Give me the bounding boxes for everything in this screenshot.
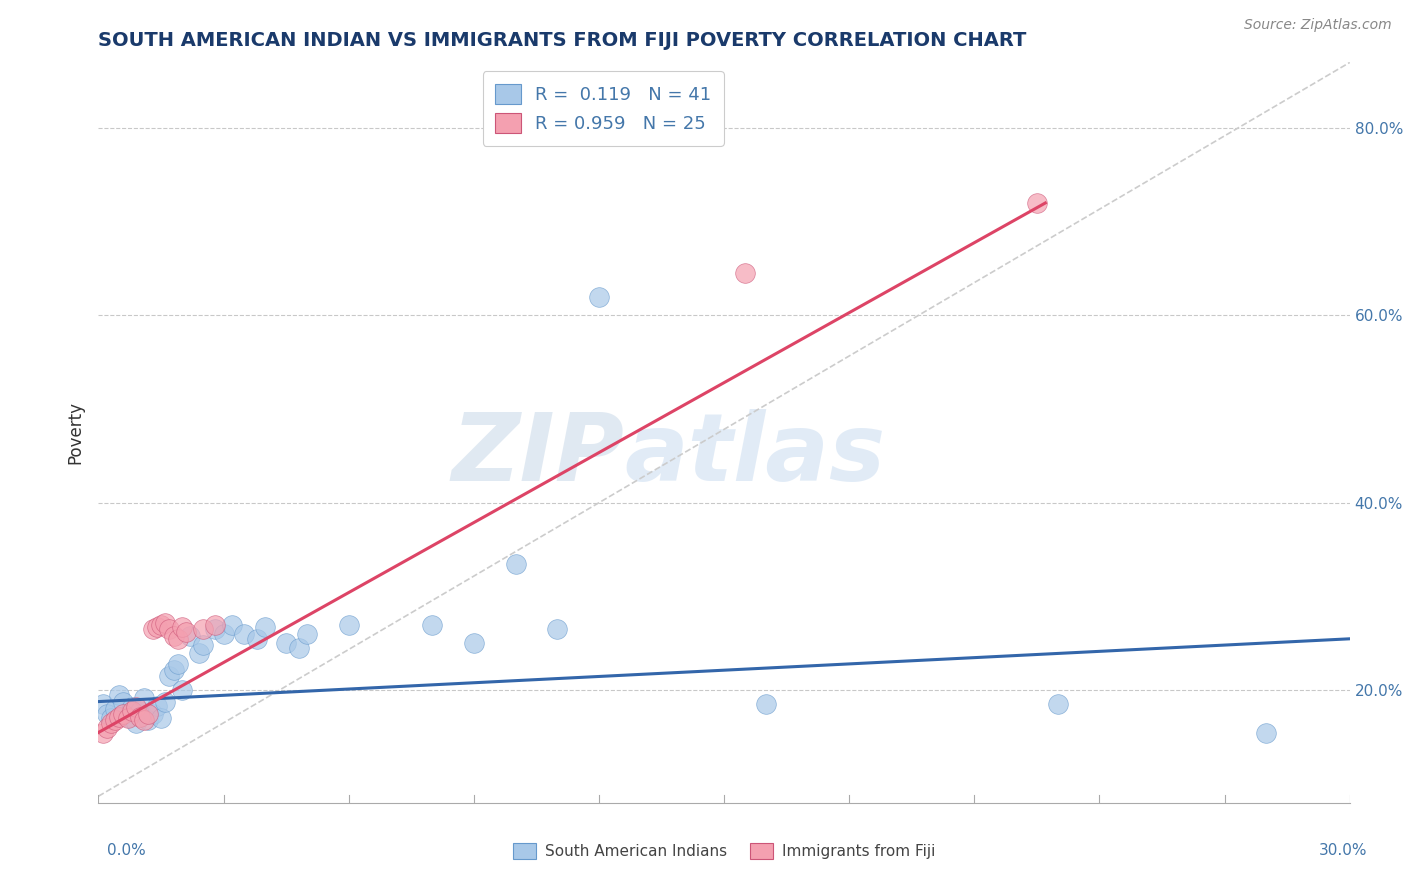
Point [150,711,173,725]
Text: ZIP: ZIP [451,409,624,500]
Point [112,706,135,721]
Text: atlas: atlas [624,409,886,500]
Point [734,266,756,280]
Point [191,623,214,637]
Point [162,629,184,643]
Point [96,721,118,735]
Point [1256,725,1278,739]
Point [100,716,122,731]
Point [179,629,201,643]
Point [187,646,209,660]
Point [166,657,188,672]
Point [153,615,176,630]
Point [204,617,226,632]
Point [96,706,118,721]
Point [138,706,160,721]
Point [233,627,256,641]
Point [91,725,114,739]
Point [134,690,156,705]
Point [191,638,214,652]
Point [100,711,122,725]
Point [212,627,235,641]
Point [150,617,173,632]
Point [254,619,277,633]
Point [1046,698,1069,712]
Point [337,617,360,632]
Point [204,623,226,637]
Text: SOUTH AMERICAN INDIAN VS IMMIGRANTS FROM FIJI POVERTY CORRELATION CHART: SOUTH AMERICAN INDIAN VS IMMIGRANTS FROM… [98,31,1026,50]
Point [588,290,610,304]
Point [505,557,527,571]
Point [287,641,309,656]
Point [104,714,127,728]
Point [138,714,160,728]
Point [170,683,193,698]
Point [129,709,152,723]
Point [117,709,139,723]
Point [125,716,148,731]
Point [463,636,485,650]
Point [146,619,169,633]
Point [146,699,169,714]
Point [121,700,143,714]
Text: 30.0%: 30.0% [1319,843,1367,858]
Point [108,688,131,702]
Point [274,636,298,650]
Point [129,704,152,718]
Point [755,698,778,712]
Point [104,702,127,716]
Point [125,700,148,714]
Point [112,695,135,709]
Point [134,714,156,728]
Point [174,625,197,640]
Point [153,695,176,709]
Point [142,623,165,637]
Point [157,669,180,683]
Point [142,706,165,721]
Text: Source: ZipAtlas.com: Source: ZipAtlas.com [1244,18,1392,32]
Point [170,619,193,633]
Point [91,698,114,712]
Point [221,617,243,632]
Point [117,711,139,725]
Point [295,627,318,641]
Point [166,632,188,646]
Point [162,663,184,677]
Point [246,632,269,646]
Point [546,623,568,637]
Point [157,623,180,637]
Point [121,704,143,718]
Y-axis label: Poverty: Poverty [66,401,84,464]
Point [420,617,443,632]
Text: 0.0%: 0.0% [107,843,146,858]
Legend: South American Indians, Immigrants from Fiji: South American Indians, Immigrants from … [506,837,942,865]
Point [108,709,131,723]
Point [1026,196,1049,211]
